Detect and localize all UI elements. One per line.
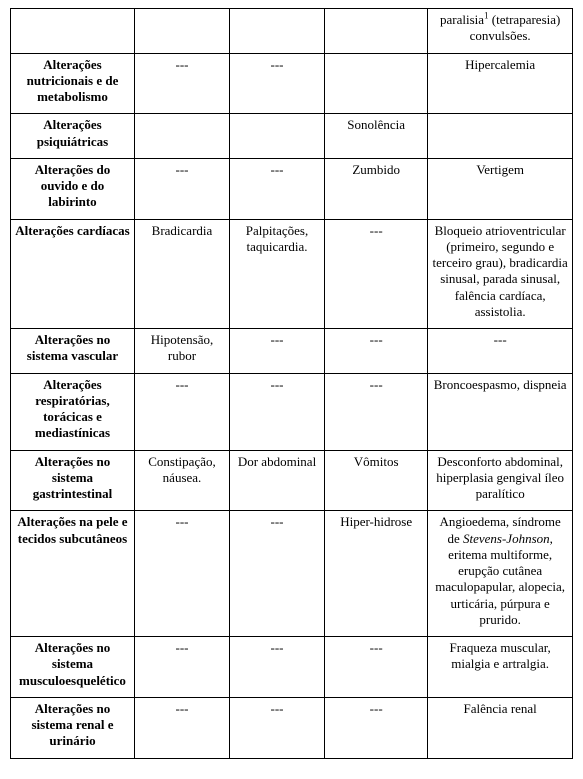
cell-text-italic: Stevens-Johnson [463, 531, 550, 546]
cell: --- [230, 373, 325, 450]
table-row: Alterações nutricionais e de metabolismo… [11, 53, 573, 114]
cell: Desconforto abdominal, hiperplasia gengi… [428, 450, 573, 511]
cell: Vertigem [428, 158, 573, 219]
cell [428, 114, 573, 159]
cell: Angioedema, síndrome de Stevens-Johnson,… [428, 511, 573, 637]
row-head: Alterações cardíacas [11, 219, 135, 329]
cell: --- [134, 697, 229, 758]
row-head: Alterações no sistema vascular [11, 329, 135, 374]
row-head: Alterações no sistema renal e urinário [11, 697, 135, 758]
cell: --- [325, 219, 428, 329]
cell: Fraqueza muscular, mialgia e artralgia. [428, 637, 573, 698]
cell: --- [325, 329, 428, 374]
page: paralisia1 (tetraparesia) convulsões. Al… [0, 0, 583, 779]
cell: --- [134, 373, 229, 450]
cell: Zumbido [325, 158, 428, 219]
row-head [11, 9, 135, 54]
cell: --- [325, 373, 428, 450]
cell-text: paralisia [440, 12, 484, 27]
cell: --- [230, 329, 325, 374]
cell: --- [230, 697, 325, 758]
row-head: Alterações nutricionais e de metabolismo [11, 53, 135, 114]
cell [325, 53, 428, 114]
cell: paralisia1 (tetraparesia) convulsões. [428, 9, 573, 54]
table-row: Alterações no sistema gastrintestinal Co… [11, 450, 573, 511]
cell: Hiper-hidrose [325, 511, 428, 637]
cell: --- [134, 511, 229, 637]
cell: Hipercalemia [428, 53, 573, 114]
cell: Broncoespasmo, dispneia [428, 373, 573, 450]
adverse-effects-table: paralisia1 (tetraparesia) convulsões. Al… [10, 8, 573, 759]
table-row: Alterações no sistema vascular Hipotensã… [11, 329, 573, 374]
table-row: Alterações respiratórias, torácicas e me… [11, 373, 573, 450]
cell: Sonolência [325, 114, 428, 159]
cell: --- [230, 158, 325, 219]
row-head: Alterações na pele e tecidos subcutâneos [11, 511, 135, 637]
cell: Vômitos [325, 450, 428, 511]
table-row: Alterações cardíacas Bradicardia Palpita… [11, 219, 573, 329]
cell [325, 9, 428, 54]
cell: --- [325, 637, 428, 698]
cell: Hipotensão, rubor [134, 329, 229, 374]
cell: --- [230, 637, 325, 698]
cell: --- [134, 53, 229, 114]
row-head: Alterações no sistema gastrintestinal [11, 450, 135, 511]
table-row: Alterações do ouvido e do labirinto --- … [11, 158, 573, 219]
cell: --- [134, 637, 229, 698]
cell: Bradicardia [134, 219, 229, 329]
cell: --- [230, 511, 325, 637]
table-row: Alterações na pele e tecidos subcutâneos… [11, 511, 573, 637]
table-row: Alterações psiquiátricas Sonolência [11, 114, 573, 159]
row-head: Alterações no sistema musculoesquelético [11, 637, 135, 698]
cell: --- [134, 158, 229, 219]
cell: --- [230, 53, 325, 114]
cell: Bloqueio atrioventricular (primeiro, seg… [428, 219, 573, 329]
cell: --- [428, 329, 573, 374]
cell [134, 9, 229, 54]
cell: Constipação, náusea. [134, 450, 229, 511]
cell: --- [325, 697, 428, 758]
row-head: Alterações do ouvido e do labirinto [11, 158, 135, 219]
cell [134, 114, 229, 159]
row-head: Alterações respiratórias, torácicas e me… [11, 373, 135, 450]
cell [230, 9, 325, 54]
table-row: Alterações no sistema renal e urinário -… [11, 697, 573, 758]
cell: Dor abdominal [230, 450, 325, 511]
table-row: Alterações no sistema musculoesquelético… [11, 637, 573, 698]
cell [230, 114, 325, 159]
cell: Palpitações, taquicardia. [230, 219, 325, 329]
table-row: paralisia1 (tetraparesia) convulsões. [11, 9, 573, 54]
row-head: Alterações psiquiátricas [11, 114, 135, 159]
cell: Falência renal [428, 697, 573, 758]
